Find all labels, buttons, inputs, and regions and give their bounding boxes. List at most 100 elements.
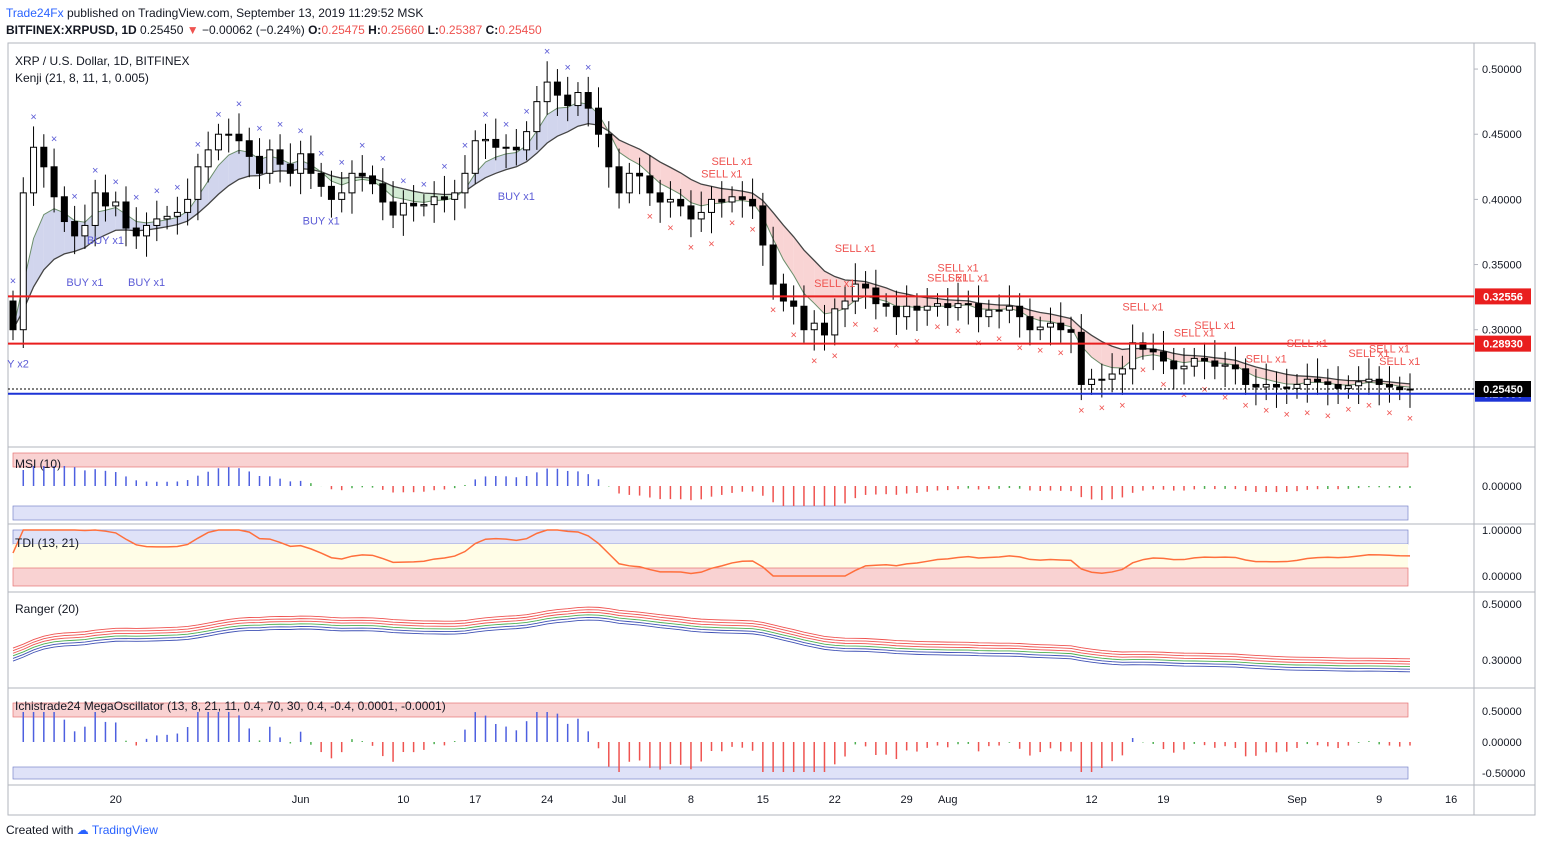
- candle-body: [1149, 348, 1157, 353]
- candle: [1170, 347, 1178, 390]
- pane-tick-label: -0.50000: [1482, 768, 1525, 780]
- candle: [687, 190, 695, 238]
- candle: [749, 178, 757, 219]
- buy-signal-label: BUY x1: [303, 215, 340, 227]
- candle-body: [574, 92, 582, 107]
- candle-body: [1324, 381, 1332, 385]
- sell-marker: ×: [790, 329, 796, 341]
- candle: [1252, 368, 1260, 406]
- candle-body: [543, 81, 551, 103]
- sell-marker: ×: [1078, 405, 1084, 417]
- candle: [389, 181, 397, 229]
- candle-body: [153, 218, 161, 226]
- sell-marker: ×: [1119, 400, 1125, 412]
- candle-body: [379, 183, 387, 203]
- candle: [728, 186, 736, 213]
- candle: [173, 196, 181, 235]
- candle-body: [820, 322, 828, 336]
- candle: [523, 121, 531, 161]
- candle-body: [1046, 322, 1054, 328]
- time-tick-label: 8: [688, 794, 694, 806]
- author-link[interactable]: Trade24Fx: [6, 6, 64, 20]
- candle-body: [60, 196, 68, 223]
- time-tick-label: 20: [110, 794, 122, 806]
- buy-marker: ×: [195, 139, 201, 151]
- buy-marker: ×: [421, 179, 427, 191]
- sell-signal-label: SELL x1: [1194, 320, 1235, 332]
- ribbon-segment: [1286, 374, 1298, 385]
- created-with-text: Created with: [6, 823, 74, 837]
- ranger-line: [12, 606, 1411, 660]
- candle: [595, 87, 603, 148]
- time-tick-label: 10: [397, 794, 409, 806]
- ribbon-segment: [814, 260, 825, 314]
- candle: [91, 179, 99, 247]
- tradingview-link[interactable]: TradingView: [91, 823, 158, 837]
- candle-body: [964, 303, 972, 306]
- candle: [338, 172, 346, 213]
- ribbon-segment: [218, 154, 229, 195]
- candle-body: [91, 192, 99, 226]
- open-value: 0.25475: [321, 23, 365, 37]
- candle: [420, 194, 428, 217]
- msi-label: MSI (10): [15, 457, 61, 471]
- mega-lower-band: [12, 766, 1409, 780]
- candle: [286, 143, 294, 187]
- candle-body: [1334, 383, 1342, 389]
- time-tick-label: 16: [1445, 794, 1457, 806]
- candle: [1118, 355, 1126, 395]
- candle: [708, 186, 715, 234]
- candle-body: [1088, 378, 1096, 385]
- candle: [19, 177, 27, 348]
- buy-marker: ×: [585, 62, 591, 74]
- candle-body: [1211, 360, 1219, 367]
- msi-upper-band: [12, 452, 1409, 468]
- candle: [1046, 307, 1054, 346]
- tdi-lower-band: [12, 567, 1409, 587]
- candle-body: [214, 133, 222, 151]
- candle: [738, 181, 746, 218]
- buy-marker: ×: [297, 126, 303, 138]
- sell-marker: ×: [647, 211, 653, 223]
- candle-body: [553, 81, 561, 96]
- candle: [71, 205, 79, 255]
- ribbon-segment: [1101, 341, 1113, 368]
- candle: [1406, 373, 1414, 408]
- sell-marker: ×: [1016, 343, 1022, 355]
- candle-body: [666, 198, 674, 203]
- sell-marker: ×: [1099, 402, 1105, 414]
- candle-body: [738, 196, 746, 200]
- candle-body: [1108, 373, 1116, 380]
- candle-body: [1385, 383, 1393, 388]
- candle-body: [923, 305, 931, 311]
- price-tick-label: 0.30000: [1482, 325, 1522, 337]
- buy-marker: ×: [236, 98, 242, 110]
- price-level-tag-label: 0.28930: [1483, 339, 1523, 351]
- candle-body: [502, 146, 510, 149]
- candle-body: [122, 201, 130, 229]
- price-change: −0.00062 (−0.24%): [202, 23, 305, 37]
- candle: [1283, 368, 1291, 404]
- ribbon-segment: [557, 107, 568, 137]
- sell-signal-label: SELL x1: [1174, 327, 1215, 339]
- msi-lower-band: [12, 505, 1409, 521]
- candle-body: [1016, 305, 1024, 318]
- buy-marker: ×: [277, 119, 283, 131]
- time-tick-label: 12: [1085, 794, 1097, 806]
- candle: [625, 162, 633, 204]
- candle-body: [1293, 383, 1301, 389]
- candle-body: [636, 172, 644, 177]
- candle: [1272, 371, 1280, 408]
- candle: [656, 179, 664, 223]
- candle-body: [790, 300, 798, 307]
- candle: [30, 126, 38, 206]
- candle: [143, 212, 151, 257]
- pane-tick-label: 0.30000: [1482, 655, 1522, 667]
- candle: [81, 204, 89, 249]
- candle-body: [718, 198, 726, 203]
- buy-marker: ×: [359, 140, 365, 152]
- candle-body: [1283, 386, 1291, 389]
- candle-body: [862, 283, 870, 289]
- candle: [451, 179, 459, 221]
